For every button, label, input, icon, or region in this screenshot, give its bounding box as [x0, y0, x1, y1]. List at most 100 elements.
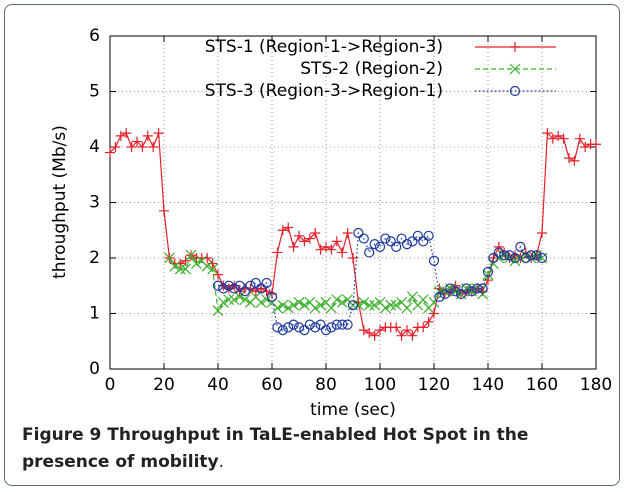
- marker: [331, 319, 342, 330]
- marker: [132, 136, 142, 147]
- marker: [325, 302, 337, 314]
- marker: [385, 236, 396, 247]
- marker: [326, 244, 337, 255]
- x-tick-label: 40: [207, 375, 229, 395]
- y-tick-label: 4: [89, 137, 100, 157]
- marker: [299, 325, 310, 336]
- marker: [315, 299, 327, 311]
- marker: [310, 322, 321, 333]
- marker: [239, 294, 251, 306]
- marker: [110, 142, 121, 152]
- marker: [482, 269, 494, 281]
- marker: [580, 142, 591, 152]
- marker: [364, 247, 375, 258]
- marker: [201, 260, 213, 272]
- marker: [558, 133, 569, 144]
- marker: [277, 225, 288, 236]
- marker: [569, 155, 580, 166]
- marker: [337, 247, 348, 258]
- marker: [482, 266, 494, 277]
- y-tick-label: 0: [89, 359, 100, 379]
- marker: [364, 327, 375, 338]
- marker: [369, 330, 380, 341]
- marker: [418, 236, 429, 247]
- marker: [358, 325, 369, 336]
- marker: [493, 247, 504, 258]
- marker: [455, 288, 467, 300]
- marker: [239, 286, 251, 297]
- legend-marker: [509, 85, 521, 97]
- marker: [526, 250, 537, 261]
- marker: [428, 296, 440, 308]
- marker: [396, 330, 407, 341]
- marker: [477, 283, 488, 294]
- marker: [374, 241, 386, 252]
- marker: [266, 291, 278, 302]
- y-axis-label: throughput (Mb/s): [50, 125, 70, 279]
- plot-frame: [109, 35, 597, 370]
- marker: [213, 269, 223, 280]
- marker: [417, 294, 429, 306]
- marker: [321, 241, 331, 252]
- marker: [234, 291, 246, 303]
- marker: [342, 228, 353, 239]
- marker: [547, 133, 558, 144]
- marker: [298, 299, 310, 311]
- marker: [428, 255, 440, 266]
- legend-label: STS-2 (Region-2): [300, 59, 443, 79]
- marker: [537, 228, 547, 239]
- y-tick-label: 1: [89, 304, 100, 324]
- marker: [423, 316, 434, 327]
- marker: [229, 283, 240, 294]
- marker: [277, 299, 289, 311]
- marker: [234, 280, 245, 291]
- marker: [315, 319, 326, 330]
- marker: [450, 286, 461, 297]
- marker: [277, 325, 288, 336]
- marker: [402, 325, 412, 336]
- marker: [304, 319, 315, 330]
- marker: [493, 252, 505, 264]
- legend-marker: [509, 63, 521, 75]
- marker: [250, 277, 261, 289]
- marker: [271, 302, 283, 314]
- marker: [406, 291, 418, 303]
- marker: [142, 130, 153, 141]
- marker: [212, 280, 224, 291]
- marker: [207, 263, 219, 275]
- marker: [358, 296, 370, 308]
- marker: [363, 299, 375, 311]
- marker: [391, 322, 402, 333]
- x-tick-label: 180: [580, 375, 612, 395]
- marker: [591, 139, 601, 150]
- marker: [256, 283, 267, 294]
- marker: [288, 319, 299, 330]
- marker: [445, 283, 456, 294]
- legend-label: STS-3 (Region-3->Region-1): [205, 81, 443, 101]
- marker: [137, 142, 148, 152]
- marker: [331, 294, 343, 306]
- marker: [223, 280, 234, 291]
- marker: [515, 241, 526, 252]
- marker: [407, 330, 418, 341]
- y-tick-label: 6: [89, 26, 100, 46]
- marker: [499, 250, 510, 261]
- marker: [180, 263, 192, 275]
- marker: [434, 291, 445, 302]
- marker: [391, 241, 402, 252]
- marker: [288, 299, 300, 311]
- x-tick-label: 160: [526, 375, 558, 395]
- marker: [353, 227, 364, 239]
- marker: [255, 296, 267, 308]
- marker: [293, 296, 305, 308]
- marker: [401, 239, 413, 250]
- marker: [293, 322, 305, 333]
- marker: [212, 305, 224, 317]
- marker: [256, 283, 267, 294]
- marker: [439, 285, 451, 297]
- x-tick-label: 140: [472, 375, 504, 395]
- caption-text: Figure 9 Throughput in TaLE-enabled Hot …: [22, 425, 529, 472]
- marker: [148, 142, 159, 152]
